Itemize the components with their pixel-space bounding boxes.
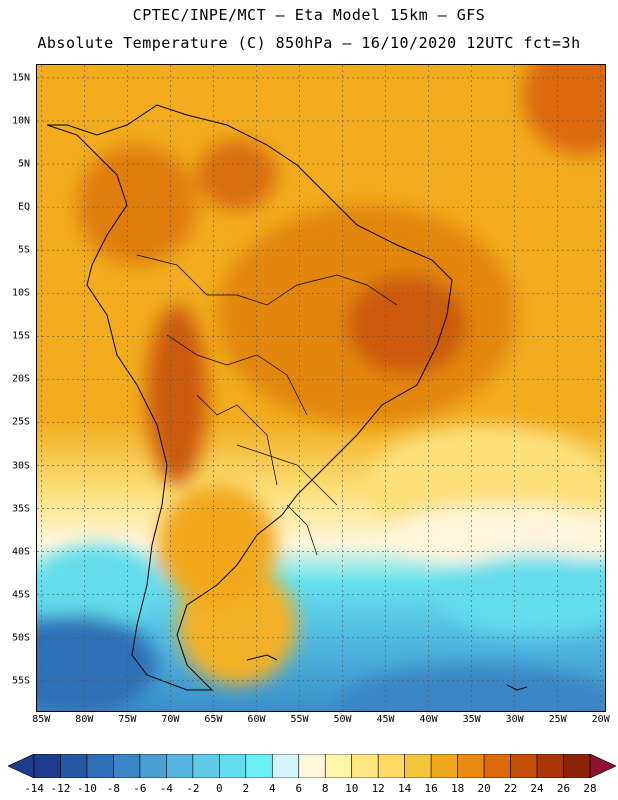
colorbar-swatch — [563, 754, 591, 778]
lon-tick-label: 75W — [118, 714, 137, 725]
country-borders — [136, 254, 398, 556]
lat-tick-label: 45S — [11, 589, 30, 601]
coastlines — [46, 104, 528, 691]
lon-tick-label: 20W — [591, 714, 610, 725]
lat-tick-label: 10S — [11, 287, 30, 299]
longitude-axis: 85W 80W 75W 70W 65W 60W 55W 50W 45W 40W 35W 30W 25W 2… — [0, 714, 618, 730]
lon-tick-label: 65W — [204, 714, 223, 725]
colorbar-tick-label: -14 — [24, 782, 44, 795]
lat-tick-label: 40S — [11, 546, 30, 558]
colorbar-swatch — [430, 754, 458, 778]
lon-tick-label: 70W — [161, 714, 180, 725]
colorbar-tick-label: 28 — [583, 782, 597, 795]
colorbar-swatch — [536, 754, 564, 778]
lon-tick-label: 55W — [290, 714, 309, 725]
colorbar-tick-label: 26 — [556, 782, 571, 795]
colorbar-swatch — [33, 754, 61, 778]
color-scale-bar — [8, 754, 616, 778]
lon-tick-label: 80W — [75, 714, 94, 725]
colorbar-swatch — [166, 754, 194, 778]
colorbar-tick-label: 14 — [398, 782, 412, 795]
colorbar-swatch — [351, 754, 379, 778]
colorbar-swatch — [271, 754, 300, 778]
lat-tick-label: 55S — [11, 675, 30, 687]
latitude-axis: 15N 10N 5N EQ 5S 10S 15S 20S 25S 30S 35S 40S 45S 50S 5… — [0, 64, 34, 712]
colorbar-tick-label: 22 — [503, 782, 518, 795]
lon-tick-label: 60W — [247, 714, 266, 725]
colorbar-tick-label: -8 — [106, 782, 121, 795]
color-scale-labels: -14 -12 -10 -8 -6 -4 -2 0 2 4 6 8 10 12 14 16 18 20 22 24 26… — [0, 782, 618, 798]
colorbar-tick-label: -4 — [159, 782, 173, 795]
colorbar-tick-label: -6 — [133, 782, 147, 795]
lat-tick-label: 35S — [11, 503, 30, 515]
colorbar-swatch — [139, 754, 167, 778]
colorbar-swatch — [113, 754, 141, 778]
colorbar-swatch — [298, 754, 326, 778]
lat-tick-label: 20S — [11, 373, 30, 385]
colorbar-swatch — [192, 754, 220, 778]
colorbar-swatch — [86, 754, 114, 778]
colorbar-tick-label: -10 — [77, 782, 97, 795]
colorbar-tick-label: 2 — [242, 782, 250, 795]
lat-tick-label: 25S — [11, 416, 30, 428]
colorbar-tick-label: 16 — [424, 782, 438, 795]
colorbar-swatch — [510, 754, 538, 778]
lat-tick-label: 10N — [11, 115, 30, 127]
lat-tick-label: 15S — [11, 330, 30, 342]
lon-tick-label: 85W — [32, 714, 51, 725]
colorbar-tick-label: 20 — [477, 782, 491, 795]
lon-tick-label: 50W — [333, 714, 352, 725]
colorbar-swatch — [60, 754, 88, 778]
colorbar-swatch — [324, 754, 353, 778]
colorbar-tick-label: -2 — [186, 782, 200, 795]
lon-tick-label: 25W — [548, 714, 567, 725]
lat-tick-label: 15N — [11, 72, 30, 84]
lat-tick-label: 30S — [11, 460, 30, 472]
colorbar-low-arrow — [8, 754, 35, 778]
colorbar-swatch — [245, 754, 273, 778]
colorbar-tick-label: 10 — [345, 782, 359, 795]
temperature-map — [36, 64, 606, 712]
lat-tick-label: EQ — [17, 201, 30, 213]
lat-tick-label: 5S — [17, 244, 30, 256]
colorbar-tick-label: 0 — [216, 782, 223, 795]
colorbar-swatch — [219, 754, 247, 778]
colorbar-tick-label: 24 — [530, 782, 544, 795]
colorbar-tick-label: 12 — [371, 782, 385, 795]
colorbar-swatch — [404, 754, 432, 778]
colorbar-tick-label: 8 — [321, 782, 329, 795]
title-line-2: Absolute Temperature (C) 850hPa – 16/10/… — [37, 34, 581, 52]
colorbar-tick-label: 18 — [450, 782, 465, 795]
lat-tick-label: 5N — [17, 158, 30, 170]
colorbar-swatch — [377, 754, 405, 778]
lon-tick-label: 35W — [462, 714, 481, 725]
colorbar-high-arrow — [589, 754, 616, 778]
lat-tick-label: 50S — [11, 632, 30, 644]
colorbar-tick-label: -12 — [50, 782, 71, 795]
lon-tick-label: 40W — [419, 714, 438, 725]
lon-tick-label: 30W — [505, 714, 524, 725]
title-line-1: CPTEC/INPE/MCT – Eta Model 15km – GFS — [132, 6, 486, 24]
colorbar-swatch — [457, 754, 485, 778]
colorbar-swatch — [483, 754, 511, 778]
colorbar-tick-label: 6 — [295, 782, 303, 795]
lon-tick-label: 45W — [376, 714, 395, 725]
colorbar-tick-label: 4 — [268, 782, 276, 795]
